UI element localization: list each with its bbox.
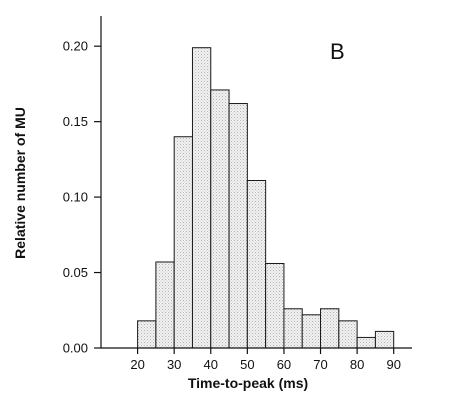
x-tick-label-1: 30: [167, 357, 181, 372]
axes-group: [100, 16, 412, 349]
y-ticks-group: 0.00 0.05 0.10 0.15 0.20: [63, 39, 101, 356]
y-tick-label-3: 0.15: [63, 114, 88, 129]
bars-group: [137, 47, 395, 349]
histogram-bar-11: [338, 320, 358, 349]
histogram-bar-7: [265, 262, 285, 349]
panel-label: B: [330, 39, 345, 64]
histogram-bar-6: [246, 179, 267, 349]
histogram-bar-2: [173, 136, 193, 349]
x-tick-label-4: 60: [277, 357, 291, 372]
histogram-bar-5: [228, 103, 248, 349]
x-tick-label-5: 70: [313, 357, 327, 372]
x-tick-label-2: 40: [204, 357, 218, 372]
y-tick-label-1: 0.05: [63, 265, 88, 280]
histogram-bar-1: [155, 261, 175, 349]
histogram-bar-10: [320, 308, 340, 349]
histogram-bar-4: [210, 89, 230, 349]
histogram-bar-12: [356, 336, 376, 349]
y-tick-label-0: 0.00: [63, 341, 88, 356]
y-tick-label-4: 0.20: [63, 39, 88, 54]
histogram-bar-3: [191, 47, 212, 349]
x-tick-label-7: 90: [386, 357, 400, 372]
y-axis-title: Relative number of MU: [12, 107, 28, 259]
x-axis-title: Time-to-peak (ms): [188, 375, 308, 391]
histogram-bar-9: [301, 314, 322, 349]
x-ticks-group: 20 30 40 50 60 70 80 90: [130, 348, 401, 372]
histogram-bar-13: [374, 330, 395, 349]
x-tick-label-3: 50: [240, 357, 254, 372]
x-tick-label-0: 20: [130, 357, 144, 372]
y-tick-label-2: 0.10: [63, 190, 88, 205]
histogram-bar-8: [283, 308, 303, 349]
x-tick-label-6: 80: [350, 357, 364, 372]
histogram-bar-0: [137, 320, 157, 349]
